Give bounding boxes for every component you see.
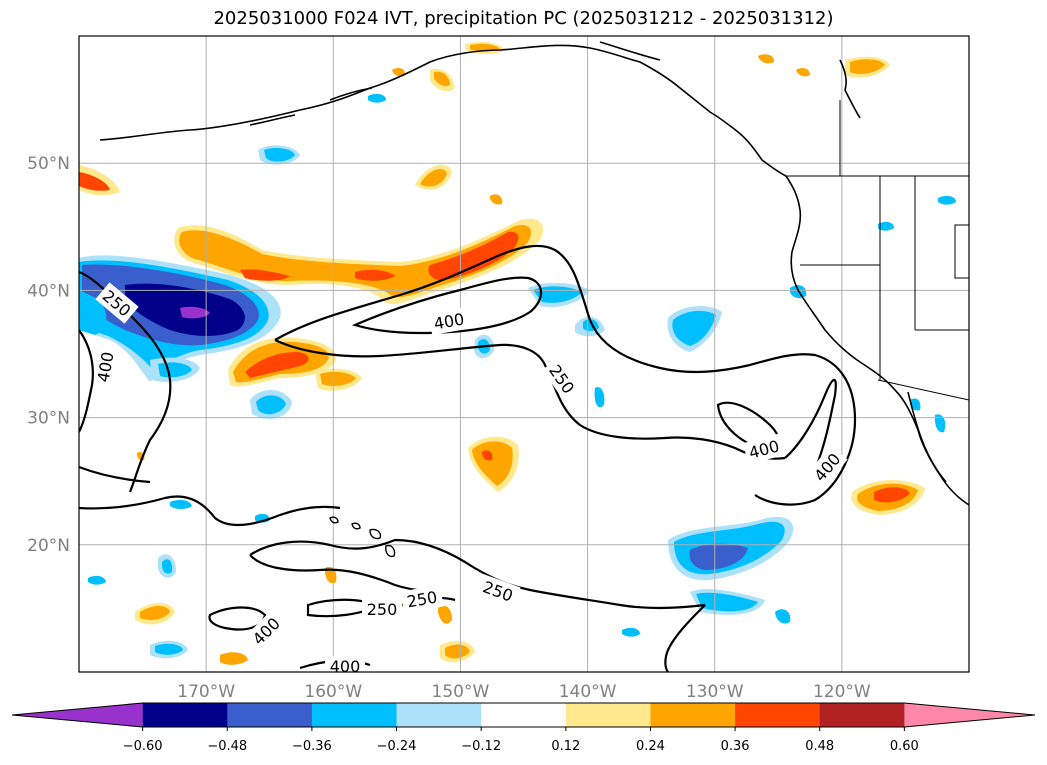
alaska-coastline <box>249 114 296 126</box>
positive-anomaly-region <box>174 218 544 305</box>
colorbar-segment <box>12 703 143 727</box>
negative-anomaly-region <box>622 627 640 637</box>
ivt-contour-400 <box>79 329 94 433</box>
colorbar-tick-label: 0.48 <box>805 739 834 754</box>
colorbar-segment <box>565 703 651 727</box>
negative-anomaly-region <box>594 386 605 408</box>
negative-anomaly-region <box>88 575 106 585</box>
positive-anomaly-region <box>438 605 452 624</box>
ivt-contour-250 <box>79 495 341 527</box>
positive-anomaly-region <box>428 231 519 281</box>
map-gridlines <box>79 36 969 672</box>
ivt-contour-250 <box>79 465 151 484</box>
negative-anomaly-region <box>934 414 946 433</box>
longitude-tick-label: 120°W <box>813 682 871 702</box>
colorbar-segment <box>819 703 905 727</box>
positive-anomaly-region <box>874 487 910 503</box>
positive-anomaly-region <box>850 59 885 74</box>
latitude-tick-label: 30°N <box>27 409 70 429</box>
colorbar-labels: −0.60 −0.48 −0.36 −0.24 −0.12 0.12 0.24 0.36 0.4… <box>123 739 919 754</box>
colorbar-segment <box>142 703 228 727</box>
negative-anomaly-region <box>368 93 386 103</box>
latitude-tick-label: 50°N <box>27 154 70 174</box>
map-title: 2025031000 F024 IVT, precipitation PC (2… <box>213 8 834 29</box>
canada-coastline <box>839 59 861 119</box>
longitude-labels: 170°W 160°W 150°W 140°W 130°W 120°W <box>177 682 871 702</box>
contour-label: 250 <box>367 600 398 619</box>
colorbar-tick-label: 0.36 <box>721 739 750 754</box>
ivt-contour-400 <box>784 378 837 471</box>
negative-anomaly-region <box>689 543 748 570</box>
colorbar-tick-label: 0.24 <box>636 739 665 754</box>
positive-anomaly-region <box>355 269 395 281</box>
longitude-tick-label: 160°W <box>304 682 362 702</box>
positive-anomaly-region <box>140 606 170 620</box>
colorbar-tick-label: 0.60 <box>890 739 919 754</box>
positive-anomaly-region <box>445 644 470 659</box>
positive-anomaly-region <box>482 450 493 461</box>
positive-anomaly-region <box>320 371 356 386</box>
positive-anomaly-region <box>220 652 248 665</box>
latitude-labels: 50°N 40°N 30°N 20°N <box>27 154 70 556</box>
longitude-tick-label: 150°W <box>432 682 490 702</box>
colorbar-tick-label: −0.36 <box>292 739 332 754</box>
political-borders <box>786 100 969 401</box>
map-frame <box>78 35 970 673</box>
longitude-tick-label: 130°W <box>686 682 744 702</box>
negative-anomaly-region <box>162 559 173 574</box>
coastlines <box>99 41 969 558</box>
positive-anomaly-region <box>796 67 810 77</box>
positive-anomaly-region <box>420 169 447 187</box>
contour-labels: 250 400 400 250 400 400 250 250 250 400 … <box>94 282 848 676</box>
positive-anomaly-region <box>79 172 110 191</box>
colorbar <box>11 702 1036 731</box>
map-area <box>79 36 969 672</box>
latitude-tick-label: 20°N <box>27 536 70 556</box>
alaska-coastline <box>329 87 373 101</box>
colorbar-tick-label: −0.60 <box>123 739 163 754</box>
colorbar-segment <box>904 703 1035 727</box>
negative-anomaly-region <box>180 306 210 319</box>
longitude-tick-label: 140°W <box>559 682 617 702</box>
state-borders <box>800 100 969 401</box>
baja-coastline <box>907 391 947 483</box>
positive-anomaly-region <box>240 269 290 281</box>
colorbar-segment <box>481 703 567 727</box>
negative-anomaly-region <box>170 499 192 509</box>
ivt-contour-250 <box>274 244 857 506</box>
positive-anomaly-region <box>434 71 450 87</box>
ivt-contour-250 <box>664 604 706 672</box>
precipitation-field <box>79 42 956 665</box>
colorbar-segment <box>650 703 736 727</box>
colorbar-segment <box>311 703 398 727</box>
negative-anomaly-region <box>696 592 758 612</box>
negative-anomaly-region <box>264 147 295 162</box>
longitude-tick-label: 170°W <box>177 682 235 702</box>
negative-anomaly-region <box>256 395 286 415</box>
negative-anomaly-region <box>878 221 894 231</box>
colorbar-segment <box>396 703 482 727</box>
colorbar-tick-label: 0.12 <box>551 739 580 754</box>
colorbar-segment <box>227 703 313 727</box>
colorbar-tick-label: −0.48 <box>207 739 247 754</box>
negative-anomaly-region <box>938 195 956 205</box>
ivt-contour-400 <box>208 606 267 631</box>
alaska-coastline <box>99 44 787 177</box>
colorbar-tick-label: −0.24 <box>377 739 417 754</box>
positive-anomaly-region <box>758 54 775 64</box>
hawaii-islands <box>329 516 396 558</box>
colorbar-segment <box>735 703 821 727</box>
colorbar-tick-label: −0.12 <box>461 739 501 754</box>
positive-anomaly-region <box>245 352 309 378</box>
latitude-tick-label: 40°N <box>27 281 70 301</box>
negative-anomaly-region <box>672 310 716 346</box>
negative-anomaly-region <box>155 643 183 655</box>
positive-anomaly-region <box>490 194 503 205</box>
ivt-contour-250 <box>249 538 706 610</box>
negative-anomaly-region <box>775 609 791 624</box>
positive-anomaly-region <box>392 67 406 77</box>
contour-label: 400 <box>330 657 361 676</box>
alaska-coastline <box>599 41 661 61</box>
